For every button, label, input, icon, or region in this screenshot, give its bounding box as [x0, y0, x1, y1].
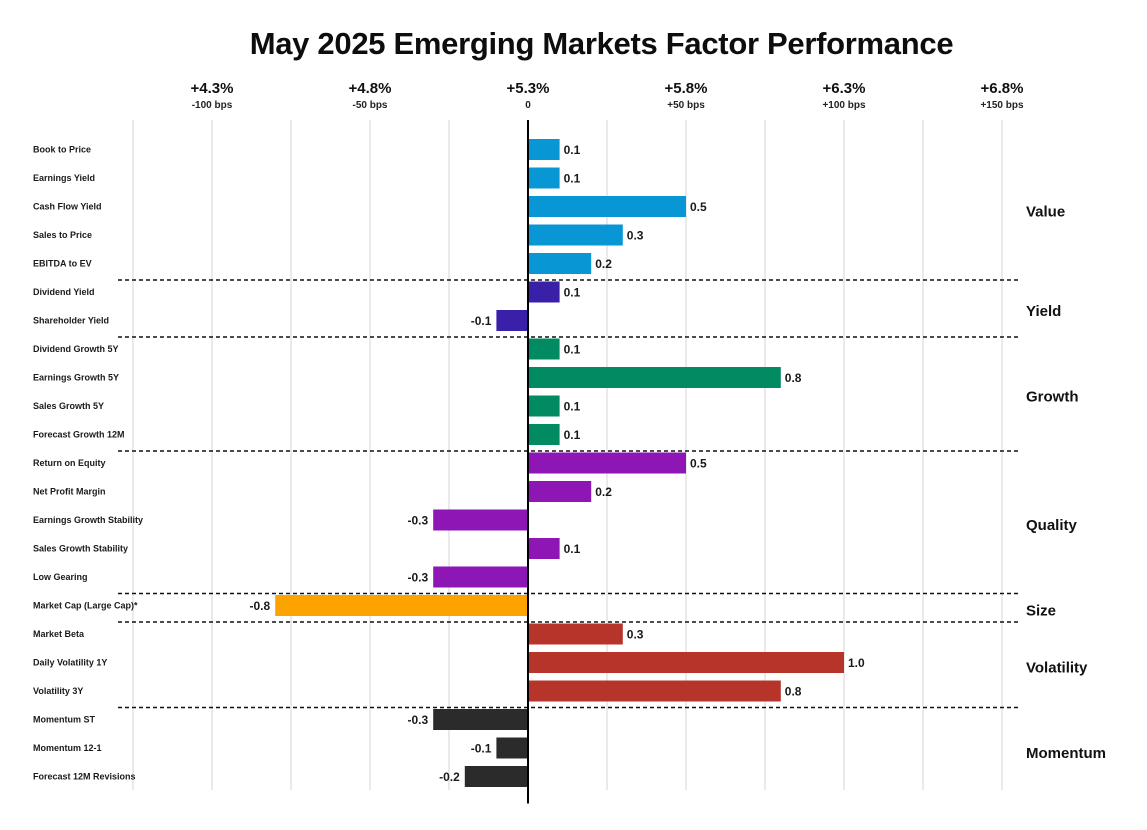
value-label: 0.3 — [627, 628, 644, 642]
bar — [528, 481, 592, 502]
row-label: Sales to Price — [33, 230, 92, 240]
value-label: 0.8 — [785, 685, 802, 699]
row-label: Dividend Yield — [33, 287, 95, 297]
value-label: 0.3 — [627, 229, 644, 243]
tick-sublabel: -100 bps — [192, 100, 233, 111]
bar — [528, 538, 560, 559]
tick-label: +4.8% — [349, 80, 392, 97]
chart-title: May 2025 Emerging Markets Factor Perform… — [249, 26, 954, 61]
bar — [528, 367, 781, 388]
value-label: -0.1 — [471, 314, 492, 328]
bars: 0.1 0.1 0.5 0.3 0.2 0.1 -0.1 0.1 0.8 0.1 0.1 0.5 0.2… — [250, 139, 865, 787]
gridlines — [132, 120, 1003, 790]
value-label: -0.3 — [408, 514, 429, 528]
row-label: Net Profit Margin — [33, 487, 106, 497]
row-label: Sales Growth Stability — [33, 544, 128, 554]
tick-sublabel: +50 bps — [667, 100, 705, 111]
bar — [528, 623, 623, 645]
row-label: Earnings Growth Stability — [33, 515, 143, 525]
row-label: Cash Flow Yield — [33, 202, 102, 212]
row-labels: Book to Price Earnings Yield Cash Flow Yie… — [33, 145, 143, 782]
tick-sublabel: +100 bps — [822, 100, 866, 111]
bar — [496, 310, 528, 331]
value-label: 0.1 — [564, 143, 581, 157]
value-label: 0.2 — [595, 257, 612, 271]
row-label: Earnings Yield — [33, 173, 95, 183]
bar — [528, 281, 560, 303]
bar — [528, 196, 686, 217]
bar — [433, 509, 528, 531]
tick-label: +4.3% — [191, 80, 234, 97]
bar — [528, 652, 844, 673]
tick-sublabel: -50 bps — [352, 100, 387, 111]
value-label: 0.1 — [564, 286, 581, 300]
value-label: -0.3 — [408, 713, 429, 727]
row-label: Low Gearing — [33, 572, 88, 582]
value-label: -0.8 — [250, 599, 271, 613]
value-label: 0.2 — [595, 485, 612, 499]
value-label: -0.2 — [439, 770, 460, 784]
bar — [464, 766, 528, 787]
row-label: Forecast 12M Revisions — [33, 772, 136, 782]
bar — [528, 680, 781, 702]
group-label: Quality — [1026, 517, 1078, 534]
group-label: Growth — [1026, 389, 1079, 406]
bar — [528, 139, 560, 160]
row-label: Shareholder Yield — [33, 316, 109, 326]
tick-sublabel: 0 — [525, 100, 531, 111]
group-label: Yield — [1026, 303, 1061, 320]
bar — [528, 224, 623, 246]
top-axis: +4.3% -100 bps +4.8% -50 bps +5.3% 0 +5.8% +50 … — [191, 80, 1024, 111]
value-label: 0.1 — [564, 343, 581, 357]
bar — [433, 566, 528, 588]
row-label: Earnings Growth 5Y — [33, 373, 119, 383]
row-label: Market Cap (Large Cap)* — [33, 601, 138, 611]
bar — [528, 424, 560, 445]
bar — [528, 395, 560, 417]
value-label: 0.5 — [690, 200, 707, 214]
value-label: -0.3 — [408, 571, 429, 585]
bar — [275, 595, 528, 616]
value-label: 0.1 — [564, 400, 581, 414]
row-label: Momentum 12-1 — [33, 743, 102, 753]
value-label: 0.1 — [564, 172, 581, 186]
tick-label: +6.8% — [981, 80, 1024, 97]
row-label: Forecast Growth 12M — [33, 430, 125, 440]
tick-label: +6.3% — [823, 80, 866, 97]
bar — [528, 167, 560, 189]
value-label: 0.1 — [564, 542, 581, 556]
bar — [433, 709, 528, 730]
tick-label: +5.3% — [507, 80, 550, 97]
tick-label: +5.8% — [665, 80, 708, 97]
row-label: Momentum ST — [33, 715, 96, 725]
group-label: Value — [1026, 203, 1065, 220]
value-label: 1.0 — [848, 656, 865, 670]
value-label: 0.5 — [690, 457, 707, 471]
bar — [528, 338, 560, 360]
row-label: Return on Equity — [33, 458, 106, 468]
bar — [496, 737, 528, 759]
tick-sublabel: +150 bps — [980, 100, 1024, 111]
value-label: 0.8 — [785, 371, 802, 385]
bar — [528, 452, 686, 474]
row-label: Dividend Growth 5Y — [33, 344, 119, 354]
value-label: -0.1 — [471, 742, 492, 756]
group-label: Volatility — [1026, 659, 1088, 676]
row-label: Market Beta — [33, 629, 85, 639]
row-label: Daily Volatility 1Y — [33, 658, 107, 668]
row-label: Book to Price — [33, 145, 91, 155]
group-label: Momentum — [1026, 745, 1106, 762]
bar — [528, 253, 592, 274]
group-label: Size — [1026, 602, 1056, 619]
row-label: Sales Growth 5Y — [33, 401, 104, 411]
row-label: Volatility 3Y — [33, 686, 83, 696]
row-label: EBITDA to EV — [33, 259, 92, 269]
value-label: 0.1 — [564, 428, 581, 442]
group-labels: Value Yield Growth Quality Size Volatility Mom… — [1026, 203, 1106, 762]
group-separators — [118, 279, 1020, 709]
